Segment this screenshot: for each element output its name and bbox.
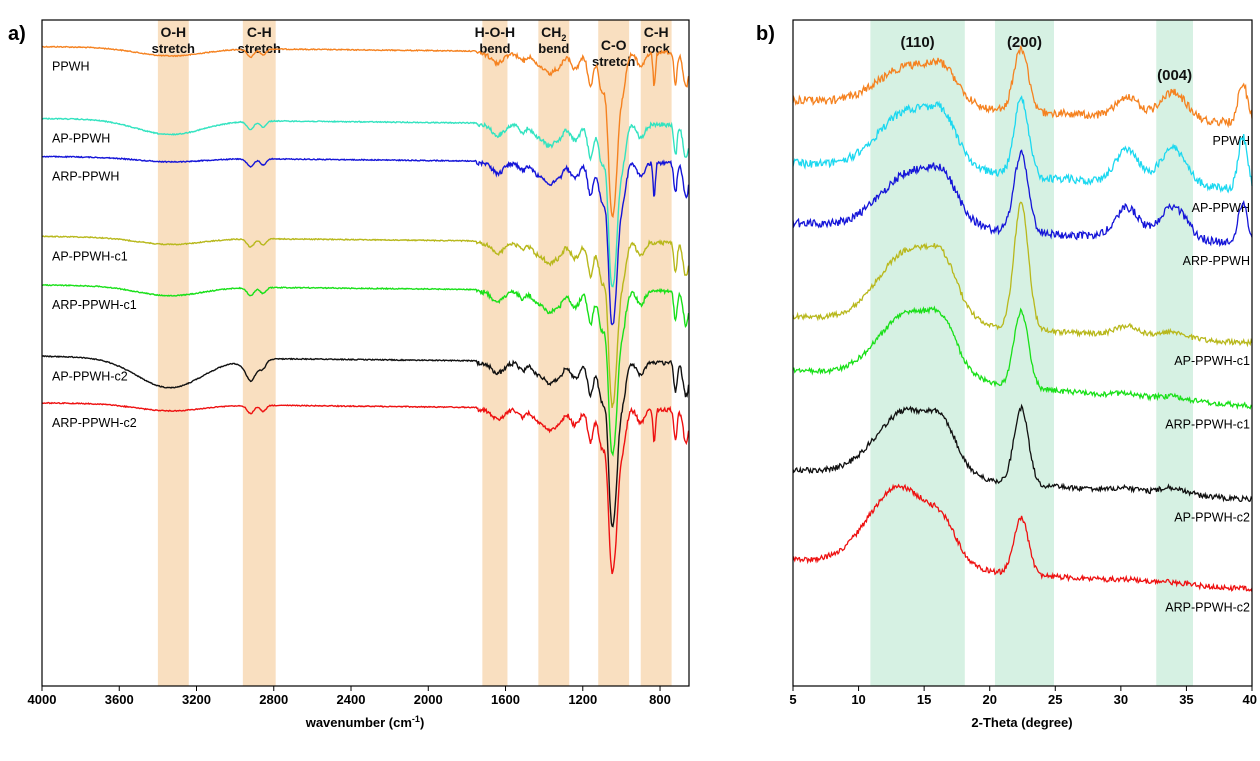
panel-b-series-label-1: AP-PPWH	[1192, 201, 1250, 215]
panel-a-series-label-0: PPWH	[52, 60, 90, 74]
panel-b-series-line-3	[792, 201, 1253, 348]
panel-b-series-label-3: AP-PPWH-c1	[1174, 354, 1250, 368]
panel-a-series: PPWH AP-PPWH ARP-PPWH AP-PPWH-c1 ARP-PPWH-c1…	[41, 45, 690, 575]
panel-a-tick-label-1: 3600	[105, 692, 134, 707]
panel-a-series-line-4	[41, 283, 690, 457]
panel-a-series-line-6	[41, 401, 690, 575]
panel-a-tick-label-3: 2800	[259, 692, 288, 707]
panel-b-tick-label-7: 40	[1243, 692, 1257, 707]
panel-a-band-sub-0: stretch	[152, 41, 195, 56]
panel-a-band-label-5: C-H	[644, 24, 669, 40]
panel-a-band-0	[157, 20, 189, 686]
panel-a-band-3	[538, 20, 570, 686]
panel-b-band-label-2: (004)	[1157, 67, 1192, 84]
panel-b-band-1	[994, 20, 1054, 686]
panel-b-bands: (110) (200) (004)	[870, 20, 1193, 686]
panel-a-letter: a)	[8, 23, 26, 45]
panel-b-band-label-0: (110)	[900, 34, 934, 51]
panel-b-series-line-2	[792, 149, 1253, 248]
panel-a-band-sub-1: stretch	[238, 41, 281, 56]
panel-a-band-sub-2: bend	[479, 41, 510, 56]
panel-b-series-line-6	[792, 483, 1253, 592]
panel-b-tick-label-4: 25	[1048, 692, 1062, 707]
panel-b-tick-label-3: 20	[982, 692, 996, 707]
panel-a-series-label-3: AP-PPWH-c1	[52, 249, 128, 263]
panel-b-series-line-0	[792, 45, 1253, 129]
panel-a-tick-label-2: 3200	[182, 692, 211, 707]
panel-a-band-1	[242, 20, 276, 686]
panel-a-band-label-2: H-O-H	[475, 24, 515, 40]
panel-a-band-sub-4: stretch	[592, 54, 635, 69]
panel-a-series-label-1: AP-PPWH	[52, 132, 110, 146]
panel-a-series-label-2: ARP-PPWH	[52, 170, 119, 184]
panel-b-series: PPWHAP-PPWHARP-PPWHAP-PPWH-c1ARP-PPWH-c1…	[792, 45, 1253, 614]
panel-a-series-line-1	[41, 117, 690, 288]
panel-b-tick-label-6: 35	[1179, 692, 1193, 707]
panel-a-band-label-1: C-H	[247, 24, 272, 40]
panel-b-series-line-4	[792, 305, 1253, 411]
panel-a-series-label-5: AP-PPWH-c2	[52, 369, 128, 383]
panel-a-series-line-0	[41, 45, 690, 219]
panel-a-ticks: 4000 3600 3200 2800 2400 2000 1600 1200 800	[28, 686, 671, 707]
panel-b-tick-label-1: 10	[851, 692, 865, 707]
panel-b-ticks: 5 10 15 20 25 30 35 40	[789, 686, 1257, 707]
panel-b-band-2	[1156, 20, 1193, 686]
panel-b-series-line-1	[792, 95, 1253, 194]
panel-a-series-line-2	[41, 155, 690, 326]
panel-b-band-label-1: (200)	[1007, 34, 1042, 51]
panel-a-series-line-3	[41, 235, 690, 409]
panel-a-band-label-3: CH2	[541, 24, 566, 43]
panel-a-band-2	[482, 20, 508, 686]
panel-b-tick-label-0: 5	[789, 692, 796, 707]
panel-a-tick-label-5: 2000	[414, 692, 443, 707]
panel-a-band-label-4: C-O	[601, 37, 627, 53]
panel-b-letter: b)	[756, 23, 775, 45]
panel-a-band-sub-3: bend	[538, 41, 569, 56]
panel-b-series-label-2: ARP-PPWH	[1183, 254, 1250, 268]
panel-a-band-5	[640, 20, 672, 686]
panel-a-band-label-0: O-H	[160, 24, 186, 40]
panel-a-tick-label-8: 800	[649, 692, 671, 707]
panel-a-tick-label-7: 1200	[568, 692, 597, 707]
panel-a-tick-label-4: 2400	[337, 692, 366, 707]
panel-b-tick-label-2: 15	[917, 692, 931, 707]
panel-b-series-line-5	[792, 403, 1253, 503]
panel-b-series-label-6: ARP-PPWH-c2	[1165, 600, 1250, 614]
panel-b-tick-label-5: 30	[1114, 692, 1128, 707]
panel-a-band-4	[598, 20, 630, 686]
panel-b-xlabel: 2-Theta (degree)	[971, 715, 1072, 730]
panel-a-tick-label-0: 4000	[28, 692, 57, 707]
panel-a-series-label-4: ARP-PPWH-c1	[52, 298, 137, 312]
panel-a-series-label-6: ARP-PPWH-c2	[52, 416, 137, 430]
panel-a-tick-label-6: 1600	[491, 692, 520, 707]
panel-b-series-label-5: AP-PPWH-c2	[1174, 511, 1250, 525]
panel-a-xlabel: wavenumber (cm-1)	[305, 714, 425, 730]
panel-b-band-0	[870, 20, 965, 686]
panel-b-frame	[792, 19, 1253, 687]
panel-a-frame	[41, 19, 690, 687]
panel-b-series-label-4: ARP-PPWH-c1	[1165, 417, 1250, 431]
panel-a-series-line-5	[42, 355, 690, 528]
